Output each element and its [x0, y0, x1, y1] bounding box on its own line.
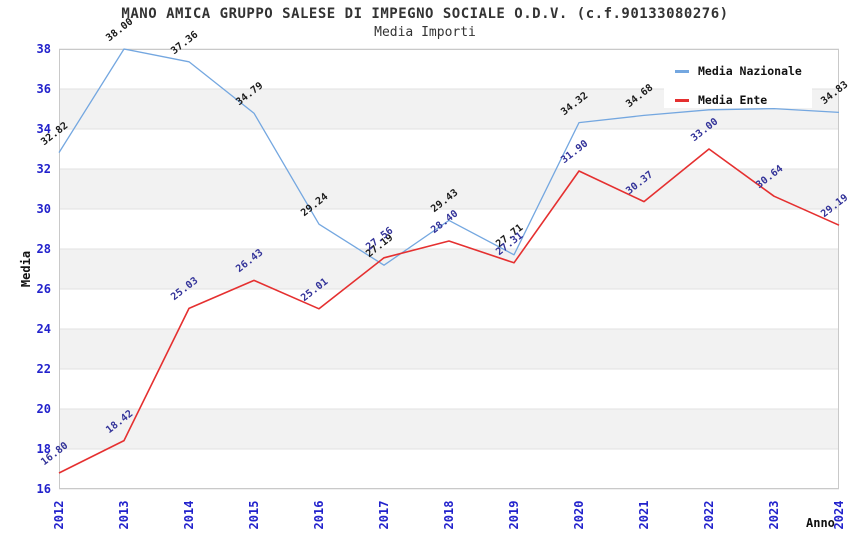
- y-tick-label: 22: [36, 362, 51, 376]
- stripe-band: [59, 329, 839, 369]
- x-tick-label: 2019: [507, 500, 521, 530]
- x-tick-label: 2021: [637, 500, 651, 530]
- stripe-band: [59, 169, 839, 209]
- y-tick-label: 20: [36, 402, 51, 416]
- y-tick-label: 16: [36, 482, 51, 496]
- x-tick-label: 2012: [52, 500, 66, 530]
- x-tick-label: 2022: [702, 500, 716, 530]
- x-tick-label: 2017: [377, 500, 391, 530]
- legend-label: Media Ente: [698, 93, 768, 107]
- media-ente-line-swatch-icon: [675, 98, 689, 102]
- legend-item-media-nazionale: Media Nazionale: [664, 64, 802, 78]
- y-tick-label: 32: [36, 162, 51, 176]
- legend-label: Media Nazionale: [698, 64, 802, 78]
- series-line-media-nazionale: [58, 48, 840, 266]
- y-axis-title: Media: [19, 250, 33, 288]
- x-tick-label: 2020: [572, 500, 586, 530]
- plot-border: [59, 49, 839, 489]
- x-tick-label: 2018: [442, 500, 456, 530]
- y-tick-label: 18: [36, 442, 51, 456]
- y-tick-label: 36: [36, 82, 51, 96]
- plot-area: [58, 48, 840, 490]
- media-nazionale-line-swatch-icon: [675, 69, 689, 73]
- x-axis-title: Anno: [806, 516, 835, 530]
- y-tick-label: 24: [36, 322, 51, 336]
- x-tick-label: 2013: [117, 500, 131, 530]
- x-tick-label: 2016: [312, 500, 326, 530]
- y-tick-label: 28: [36, 242, 51, 256]
- y-tick-label: 38: [36, 42, 51, 56]
- x-tick-label: 2014: [182, 500, 196, 530]
- stripe-band: [59, 249, 839, 289]
- y-tick-label: 26: [36, 282, 51, 296]
- stripe-band: [59, 409, 839, 449]
- legend: Media Nazionale Media Ente: [664, 55, 812, 108]
- x-tick-label: 2024: [832, 500, 846, 530]
- y-tick-label: 30: [36, 202, 51, 216]
- chart-subtitle: Media Importi: [374, 25, 476, 40]
- series-line-media-ente: [58, 148, 840, 474]
- x-tick-label: 2015: [247, 500, 261, 530]
- chart-title: MANO AMICA GRUPPO SALESE DI IMPEGNO SOCI…: [121, 6, 729, 22]
- y-tick-label: 34: [36, 122, 51, 136]
- x-tick-label: 2023: [767, 500, 781, 530]
- legend-item-media-ente: Media Ente: [664, 93, 767, 107]
